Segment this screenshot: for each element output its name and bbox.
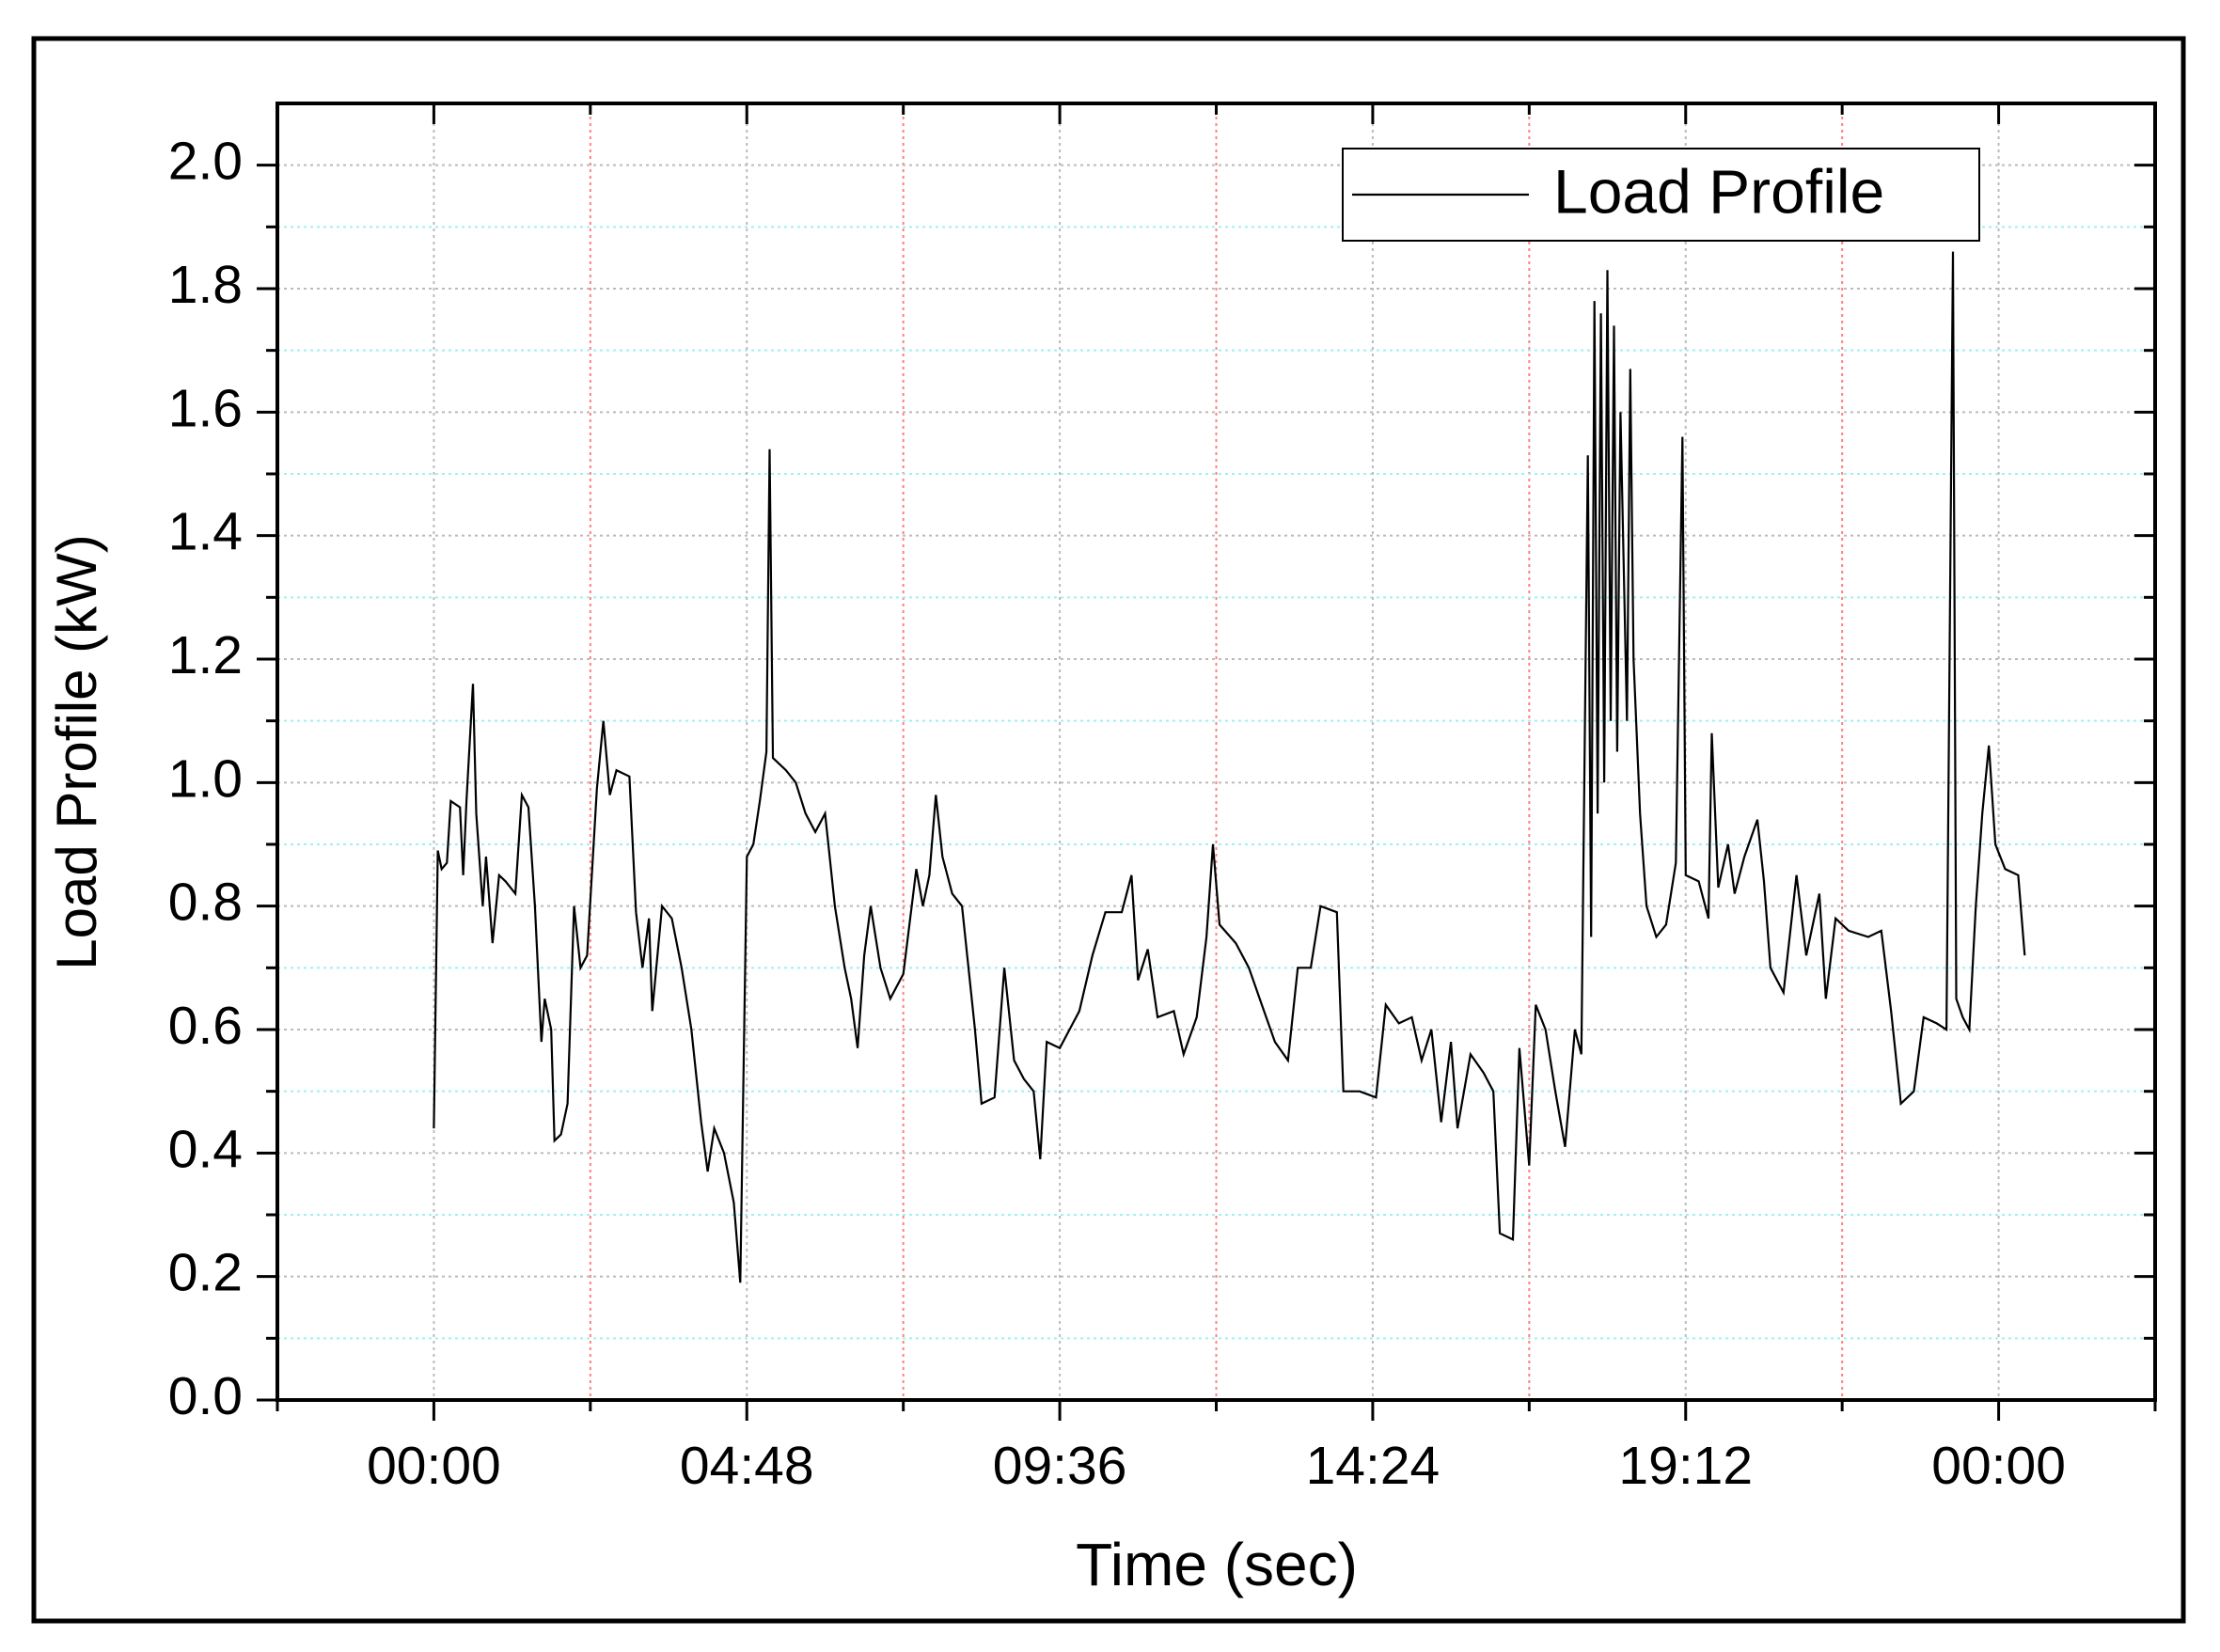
x-tick-label: 00:00: [1931, 1436, 2066, 1496]
y-tick-label: 0.2: [168, 1243, 243, 1303]
x-tick-label: 00:00: [367, 1436, 501, 1496]
plot-frame: [276, 102, 2157, 1402]
y-tick-label: 1.8: [168, 255, 243, 315]
y-tick-label: 1.6: [168, 378, 243, 438]
x-tick-label: 04:48: [680, 1436, 814, 1496]
x-tick-label: 09:36: [993, 1436, 1127, 1496]
y-tick-label: 0.6: [168, 996, 243, 1056]
frame: [31, 36, 2186, 1624]
data-line: [433, 251, 2026, 1283]
x-tick-label: 19:12: [1618, 1436, 1753, 1496]
y-tick-label: 1.2: [168, 625, 243, 685]
legend-label: Load Profile: [1553, 156, 1884, 226]
y-tick-label: 1.4: [168, 502, 243, 562]
x-axis-title: Time (sec): [1076, 1531, 1358, 1598]
x-tick-label: 14:24: [1306, 1436, 1441, 1496]
y-axis-title: Load Profile (kW): [45, 534, 108, 969]
y-tick-label: 0.8: [168, 873, 243, 933]
y-tick-label: 2.0: [168, 132, 243, 192]
y-tick-label: 1.0: [168, 748, 243, 809]
y-tick-label: 0.4: [168, 1119, 243, 1179]
y-tick-label: 0.0: [168, 1366, 243, 1426]
